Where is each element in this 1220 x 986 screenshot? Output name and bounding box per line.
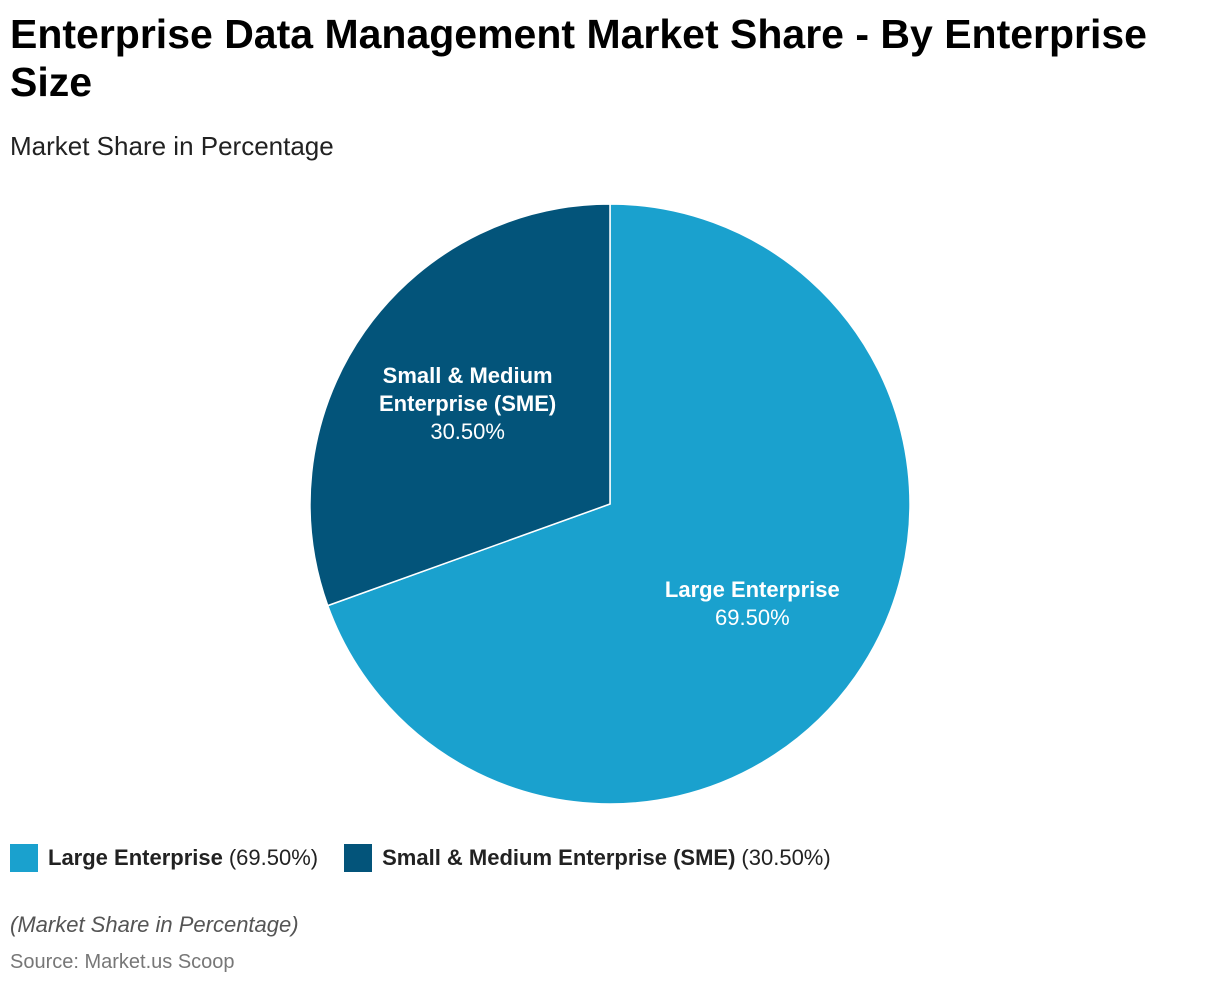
legend-swatch-large-enterprise [10, 844, 38, 872]
slice-value-sme: 30.50% [430, 419, 505, 444]
slice-label-sme: Enterprise (SME) [379, 391, 556, 416]
legend-value: (69.50%) [228, 845, 319, 870]
legend-swatch-sme [344, 844, 373, 872]
chart-subtitle: Market Share in Percentage [10, 131, 334, 161]
pie-chart: Large Enterprise 69.50% Small & Medium Ente… [0, 190, 1220, 820]
slice-label-sme: Small & Medium [383, 363, 553, 388]
legend: Large Enterprise (69.50%) Small & Medium… [10, 843, 857, 873]
legend-value: (30.50%) [741, 845, 831, 870]
pie-slice-large-enterprise[interactable] [326, 203, 911, 805]
source-credit: Source: Market.us Scoop [10, 951, 235, 973]
chart-title: Enterprise Data Management Market Share … [10, 11, 1147, 105]
legend-label: Large Enterprise [48, 845, 223, 870]
slice-value-large-enterprise: 69.50% [715, 605, 790, 630]
legend-item-large-enterprise[interactable]: Large Enterprise (69.50%) [10, 843, 318, 873]
pie-chart-svg: Large Enterprise 69.50% Small & Medium Ente… [309, 203, 911, 805]
legend-item-sme[interactable]: Small & Medium Enterprise (SME) (30.50%) [344, 843, 831, 873]
pie-slice-sme[interactable] [309, 203, 611, 607]
footnote: (Market Share in Percentage) [10, 912, 299, 937]
legend-label: Small & Medium Enterprise (SME) [382, 845, 736, 870]
slice-label-large-enterprise: Large Enterprise [665, 577, 840, 602]
